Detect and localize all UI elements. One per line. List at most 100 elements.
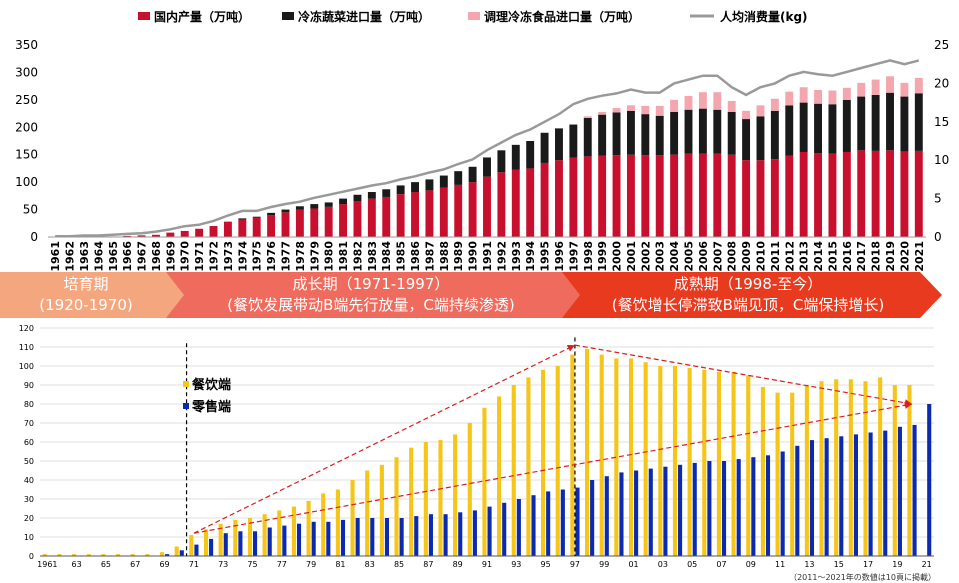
- bottom-y-tick-label: 60: [24, 438, 34, 447]
- bar-domestic: [569, 157, 578, 237]
- bar-retail: [707, 461, 712, 556]
- top-x-tick-label: 2002: [639, 241, 652, 272]
- bar-domestic: [339, 204, 348, 237]
- bar-prepared-food: [583, 116, 592, 118]
- legend-label-domestic: 国内产量（万吨）: [154, 9, 250, 24]
- bar-domestic: [195, 228, 204, 237]
- bar-frozen-veg: [670, 111, 679, 155]
- top-x-tick-label: 1987: [423, 241, 436, 272]
- top-x-tick-label: 1994: [524, 241, 537, 272]
- bar-frozen-veg: [367, 192, 376, 199]
- bar-retail: [604, 476, 609, 556]
- left-y-tick-label: 50: [23, 203, 38, 217]
- bottom-x-tick-label: 69: [159, 560, 169, 569]
- top-x-tick-label: 2014: [812, 241, 825, 272]
- bar-frozen-veg: [411, 182, 419, 193]
- bar-retail: [912, 424, 917, 556]
- bar-frozen-veg: [842, 99, 851, 152]
- top-x-tick-label: 1966: [121, 241, 134, 272]
- bar-frozen-veg: [785, 105, 794, 156]
- top-x-tick-label: 1984: [380, 241, 393, 272]
- bottom-x-tick-label: 83: [365, 560, 375, 569]
- bottom-y-tick-label: 0: [29, 552, 34, 561]
- bar-catering: [116, 554, 121, 556]
- bottom-x-tick-label: 11: [775, 560, 785, 569]
- bar-domestic: [713, 153, 722, 237]
- bar-domestic: [267, 215, 276, 237]
- bottom-x-axis: 1961 63 65 67 69 71 73 75 77 79 81 83 85 87 89 91 93 95 97…: [37, 555, 934, 569]
- bottom-x-tick-label: 13: [804, 560, 814, 569]
- bottom-x-tick-label: 81: [335, 560, 345, 569]
- bar-retail: [868, 432, 873, 556]
- bar-catering: [306, 500, 311, 556]
- bottom-x-tick-label: 65: [101, 560, 111, 569]
- bar-catering: [584, 348, 590, 556]
- bar-domestic: [871, 150, 880, 237]
- bar-retail: [179, 550, 184, 556]
- bottom-x-tick-label: 1961: [37, 560, 57, 569]
- bar-domestic: [310, 208, 319, 237]
- phase-range-cultivation: (1920-1970): [39, 296, 133, 314]
- bottom-x-tick-label: 19: [892, 560, 902, 569]
- bar-catering: [365, 470, 370, 556]
- phase-banner-cultivation: 培育期 (1920-1970): [0, 272, 190, 318]
- bar-catering: [394, 457, 399, 556]
- bar-frozen-veg: [626, 110, 635, 155]
- bar-catering: [716, 371, 721, 556]
- bottom-x-tick-label: 17: [863, 560, 873, 569]
- bar-retail: [765, 455, 771, 556]
- bar-frozen-veg: [698, 108, 707, 154]
- top-x-tick-label: 1976: [265, 241, 278, 272]
- bar-domestic: [511, 169, 520, 237]
- top-x-tick-label: 1977: [279, 241, 292, 272]
- bar-domestic: [137, 235, 146, 237]
- top-x-axis: 1961 1962 1963 1964 1965 1966 1967 1968 1969 1970…: [48, 236, 926, 272]
- bar-frozen-veg: [511, 144, 520, 170]
- bar-domestic: [353, 201, 362, 237]
- per-capita-line: [55, 59, 920, 238]
- bar-frozen-veg: [828, 104, 837, 154]
- bar-domestic: [295, 209, 304, 237]
- phase-banner-maturity: 成熟期（1998-至今） (餐饮增长停滞致B端见顶，C端保持增长): [562, 272, 942, 318]
- bottom-x-tick-label: 15: [834, 560, 844, 569]
- left-y-tick-label: 150: [15, 148, 38, 162]
- bottom-bars: [42, 348, 932, 556]
- bar-retail: [282, 525, 287, 556]
- bottom-x-tick-label: 05: [687, 560, 697, 569]
- bar-retail: [736, 459, 741, 556]
- top-x-tick-label: 2009: [740, 241, 753, 272]
- phase-title-maturity: 成熟期（1998-至今）: [673, 275, 823, 293]
- top-x-tick-label: 1965: [107, 241, 120, 272]
- top-x-tick-label: 1986: [409, 241, 422, 272]
- top-x-tick-label: 1972: [208, 241, 221, 272]
- bar-catering: [335, 489, 340, 556]
- bar-retail: [340, 519, 346, 556]
- bar-domestic: [123, 235, 132, 237]
- bar-retail: [751, 457, 756, 556]
- top-x-tick-label: 1971: [193, 241, 206, 272]
- bar-prepared-food: [742, 110, 751, 120]
- bar-domestic: [799, 151, 808, 237]
- top-x-tick-label: 2004: [668, 241, 681, 272]
- bar-prepared-food: [612, 108, 621, 113]
- bar-frozen-veg: [425, 179, 434, 191]
- bar-catering: [145, 554, 150, 556]
- bar-frozen-veg: [756, 116, 765, 161]
- bar-retail: [809, 440, 815, 556]
- bar-domestic: [555, 160, 563, 237]
- phase-arrow-cultivation: [0, 272, 190, 318]
- bar-catering: [731, 371, 736, 556]
- bottom-y-axis: 0 10 20 30 40 50 60 70 80 90 100 110 120: [19, 324, 34, 561]
- legend-label-frozen-veg: 冷冻蔬菜进口量（万吨）: [298, 9, 430, 24]
- top-x-tick-label: 1995: [539, 241, 552, 272]
- bar-domestic: [900, 151, 909, 237]
- bar-prepared-food: [871, 79, 880, 95]
- bar-domestic: [497, 172, 506, 237]
- top-x-tick-label: 1975: [251, 241, 264, 272]
- bar-frozen-veg: [770, 110, 779, 160]
- bar-retail: [634, 470, 639, 556]
- bar-domestic: [166, 232, 175, 237]
- bar-retail: [443, 514, 448, 556]
- bottom-x-tick-label: 01: [628, 560, 638, 569]
